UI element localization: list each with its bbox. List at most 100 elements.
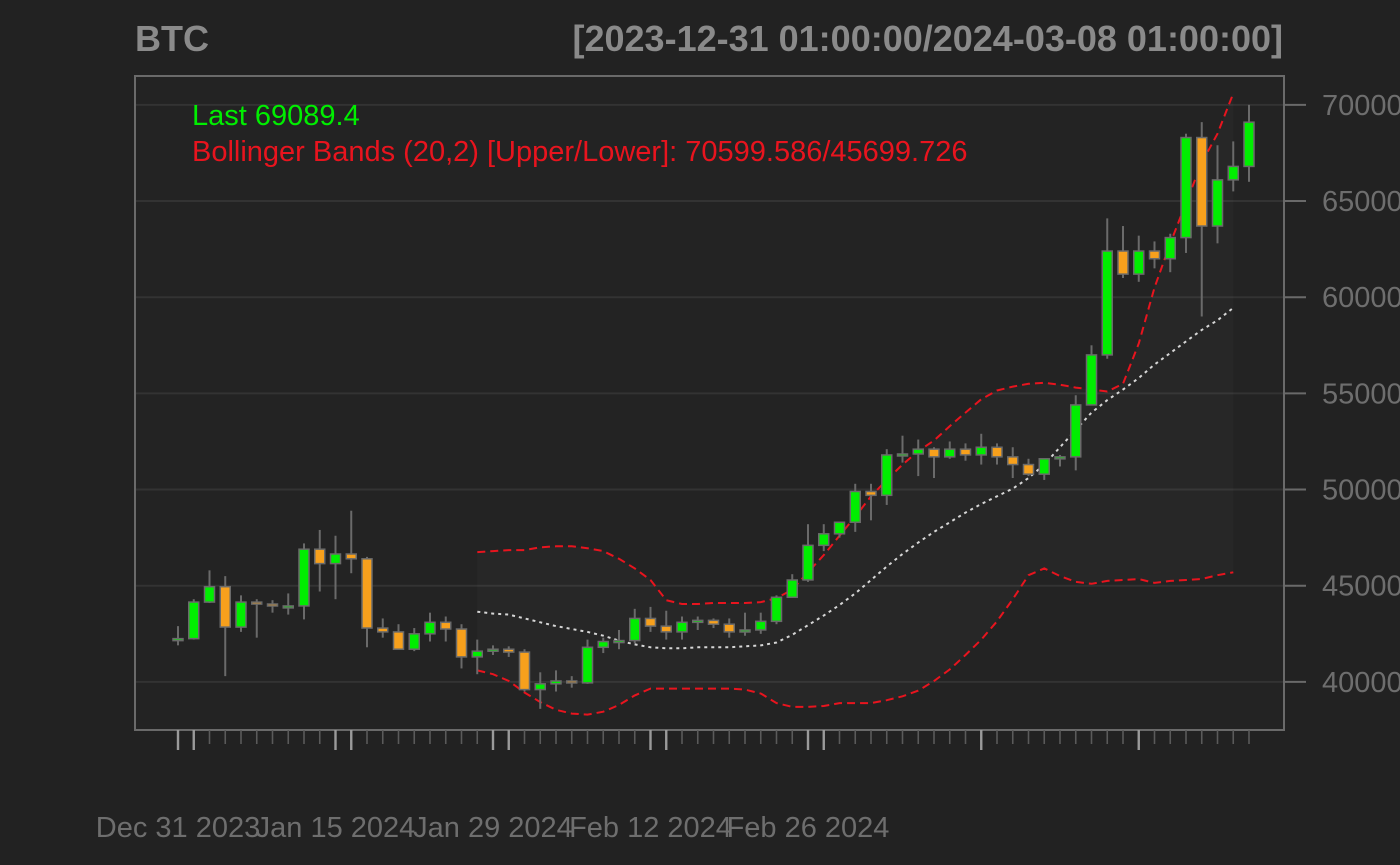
candle (865, 483, 877, 521)
candle (219, 576, 231, 677)
candle-body (392, 631, 405, 650)
candle (581, 639, 594, 684)
candle-body (550, 680, 562, 685)
candle-body (219, 585, 231, 628)
candle-body (298, 548, 310, 607)
candle-body (802, 544, 814, 581)
candle-body (314, 548, 326, 565)
candle-body (786, 579, 798, 599)
candle (755, 612, 767, 634)
candle-body (581, 646, 594, 684)
candle (849, 483, 861, 532)
candle-body (377, 627, 389, 633)
candle (1133, 235, 1145, 282)
candle-body (770, 596, 783, 623)
candle-body (896, 453, 909, 457)
candle (1243, 104, 1255, 182)
candle-body (1243, 121, 1255, 168)
candle (597, 637, 609, 654)
candle (282, 593, 294, 615)
y-tick-label: 45000 (1322, 571, 1400, 603)
candle-body (739, 629, 751, 633)
candle (235, 595, 247, 632)
candle (770, 595, 783, 625)
candle-body (629, 617, 641, 642)
y-tick-label: 65000 (1322, 186, 1400, 218)
candle-body (692, 619, 704, 624)
candle (707, 618, 720, 629)
candle (818, 524, 830, 552)
y-axis: 40000 45000 50000 55000 60000 65000 70000 (1284, 90, 1400, 699)
candle-body (644, 617, 657, 627)
candle-body (1070, 404, 1082, 458)
candle (266, 600, 279, 613)
candle-body (471, 650, 483, 658)
x-tick-label: Jan 29 2024 (413, 812, 573, 844)
candle-body (518, 651, 531, 691)
candle (188, 599, 200, 640)
candle-body (1117, 250, 1129, 275)
candle (377, 618, 389, 638)
candle-body (1085, 354, 1098, 406)
candle (1101, 218, 1113, 359)
legend-last-price: Last 69089.4 (192, 100, 360, 132)
candle (503, 646, 515, 657)
y-tick-label: 55000 (1322, 378, 1400, 410)
candle-body (881, 454, 893, 497)
plot-frame (134, 75, 1285, 731)
candle (172, 626, 184, 646)
candle (676, 616, 688, 640)
candle (487, 645, 499, 655)
candle-body (1022, 463, 1035, 475)
candle-body (203, 585, 216, 603)
moving-average-line (477, 307, 1234, 650)
candle-body (1038, 458, 1050, 475)
candle (566, 676, 578, 688)
candle-body (408, 633, 420, 650)
candle (424, 612, 436, 642)
candle-body (1164, 236, 1176, 260)
candle-body (928, 448, 940, 458)
candle-body (1101, 250, 1113, 356)
candle (1085, 345, 1098, 406)
candle-body (534, 683, 546, 691)
chart-title: BTC (135, 18, 209, 59)
x-tick-label: Dec 31 2023 (96, 812, 260, 844)
candle-body (1133, 250, 1145, 275)
candle (1196, 122, 1208, 317)
candle (881, 449, 893, 505)
candle-body (818, 533, 830, 547)
candle (644, 606, 657, 632)
candle-body (676, 621, 688, 633)
candle-body (833, 521, 846, 535)
candle (345, 510, 357, 574)
candle (896, 435, 909, 463)
candle-body (975, 446, 987, 456)
x-tick-label: Feb 12 2024 (569, 812, 732, 844)
candle-body (723, 623, 735, 633)
candle-body (487, 648, 499, 652)
candle-body (1180, 136, 1192, 239)
candle (203, 570, 216, 604)
candle-body (1007, 456, 1019, 466)
candle (944, 441, 956, 459)
candle (550, 670, 562, 692)
candle (1227, 141, 1239, 192)
candle (298, 543, 310, 620)
candle-body (660, 625, 672, 633)
candle-body (235, 601, 247, 628)
x-tick-label: Feb 26 2024 (727, 812, 890, 844)
candle-body (613, 639, 625, 644)
y-tick-label: 60000 (1322, 282, 1400, 314)
candle (518, 649, 531, 692)
candle (314, 529, 326, 592)
candle (1211, 145, 1224, 244)
candle (1164, 233, 1176, 273)
candle-body (707, 619, 720, 625)
lower-band-line (477, 567, 1234, 716)
candle (928, 447, 940, 479)
candle-body (361, 558, 373, 629)
candle (692, 616, 704, 630)
candle-body (944, 448, 956, 458)
